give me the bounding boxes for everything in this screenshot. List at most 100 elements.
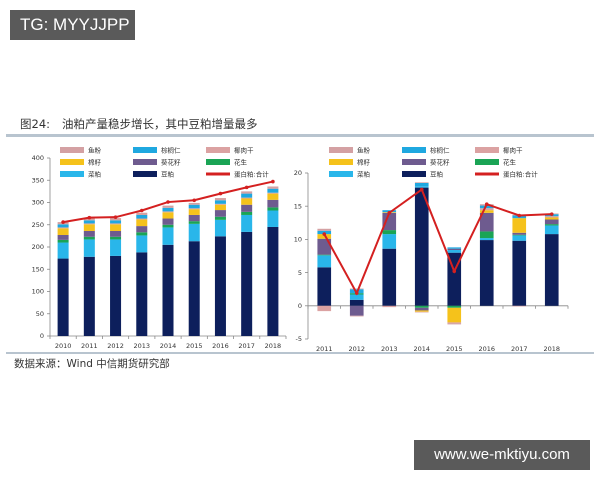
legend-item: 棕榈仁 — [402, 146, 450, 155]
x-tick-label: 2016 — [478, 345, 495, 352]
legend-swatch — [133, 171, 157, 177]
bar-segment — [317, 255, 332, 268]
line-point — [549, 212, 554, 216]
bar-segment — [317, 228, 332, 231]
line-point — [322, 232, 327, 236]
x-tick-label: 2014 — [413, 345, 430, 352]
data-source: 数据来源：Wind 中信期货研究部 — [14, 358, 170, 370]
bar-segment — [214, 216, 226, 220]
line-point — [419, 187, 424, 192]
y-tick-label: 5 — [298, 269, 302, 277]
bar-segment — [317, 305, 332, 312]
y-tick-label: 350 — [32, 176, 44, 184]
y-tick-label: 200 — [32, 243, 44, 251]
bar-segment — [214, 200, 226, 204]
bar-segment — [349, 294, 364, 300]
bar-segment — [414, 311, 429, 313]
bar-segment — [512, 240, 527, 306]
bar-segment — [110, 223, 122, 225]
bar-segment — [349, 315, 364, 317]
x-tick-label: 2016 — [212, 342, 229, 350]
legend-swatch — [329, 159, 353, 165]
line-point — [517, 213, 522, 218]
bar-segment — [382, 234, 397, 249]
bar-stack-2014 — [162, 205, 174, 336]
line-point — [61, 220, 65, 224]
bar-segment — [214, 219, 226, 237]
bar-segment — [136, 214, 148, 219]
legend-item: 豆粕 — [133, 170, 174, 179]
bar-segment — [317, 238, 332, 255]
bar-segment — [414, 186, 429, 188]
x-tick-label: 2018 — [543, 345, 560, 352]
bar-segment — [447, 323, 462, 325]
figure-title-text: 油粕产量稳步增长，其中豆粕增量最多 — [62, 117, 258, 131]
bar-segment — [267, 186, 279, 189]
x-tick-label: 2017 — [238, 342, 255, 350]
legend-label: 豆粕 — [161, 170, 174, 179]
bar-segment — [188, 241, 200, 336]
y-tick-label: 250 — [32, 221, 44, 229]
bar-segment — [241, 193, 253, 198]
x-tick-label: 2015 — [186, 342, 203, 350]
legend-item: 蛋白粕:合计 — [206, 170, 269, 179]
bar-segment — [188, 202, 200, 205]
legend-label: 豆粕 — [430, 170, 443, 179]
legend-label: 菜粕 — [357, 170, 370, 179]
bar-segment — [267, 193, 279, 200]
line-point — [113, 215, 118, 219]
bar-segment — [83, 223, 95, 225]
figure-title: 图24: 油粕产量稳步增长，其中豆粕增量最多 — [20, 116, 258, 132]
bar-segment — [349, 288, 364, 290]
bar-segment — [267, 192, 279, 194]
bar-segment — [382, 305, 397, 308]
bar-segment — [162, 218, 174, 225]
bar-segment — [110, 255, 122, 336]
bar-stack-2016 — [214, 198, 226, 336]
legend-swatch — [206, 159, 230, 165]
line-point — [192, 198, 197, 203]
bar-stack-2017 — [241, 191, 253, 336]
bar-segment — [188, 223, 200, 242]
line-point — [387, 211, 392, 215]
bar-stack-2012 — [110, 218, 122, 336]
bar-segment — [83, 239, 95, 257]
bar-segment — [241, 191, 253, 194]
y-tick-label: 400 — [32, 154, 44, 162]
legend-swatch — [329, 147, 353, 153]
bar-stack-2018 — [544, 213, 559, 306]
legend-item: 棉籽 — [60, 158, 102, 167]
bar-segment — [267, 199, 279, 208]
bar-segment — [57, 234, 69, 240]
x-tick-label: 2017 — [511, 345, 528, 352]
bar-segment — [414, 307, 429, 311]
bar-segment — [136, 212, 148, 215]
bar-segment — [241, 214, 253, 232]
legend-swatch — [60, 147, 84, 153]
legend-item: 蛋白粕:合计 — [475, 170, 538, 179]
bar-segment — [349, 305, 364, 316]
y-tick-label: 100 — [32, 288, 44, 296]
bar-segment — [241, 231, 253, 336]
bar-stack-2018 — [267, 186, 279, 336]
bar-segment — [188, 209, 200, 215]
bar-segment — [447, 307, 462, 323]
y-tick-label: -5 — [296, 335, 302, 343]
bar-segment — [447, 248, 462, 251]
bar-segment — [512, 218, 527, 233]
bar-segment — [188, 221, 200, 224]
bar-segment — [544, 219, 559, 225]
legend-label: 椰肉干 — [234, 146, 254, 155]
bar-segment — [447, 247, 462, 249]
bar-segment — [241, 211, 253, 215]
bar-segment — [83, 230, 95, 237]
legend-item: 鱼粉 — [60, 146, 102, 155]
bar-stack-2014 — [414, 182, 429, 313]
bar-segment — [447, 305, 462, 308]
bar-segment — [414, 182, 429, 183]
legend-label: 棕榈仁 — [430, 146, 450, 155]
legend-item: 葵花籽 — [402, 158, 450, 167]
bar-segment — [57, 239, 69, 243]
legend-swatch — [133, 147, 157, 153]
